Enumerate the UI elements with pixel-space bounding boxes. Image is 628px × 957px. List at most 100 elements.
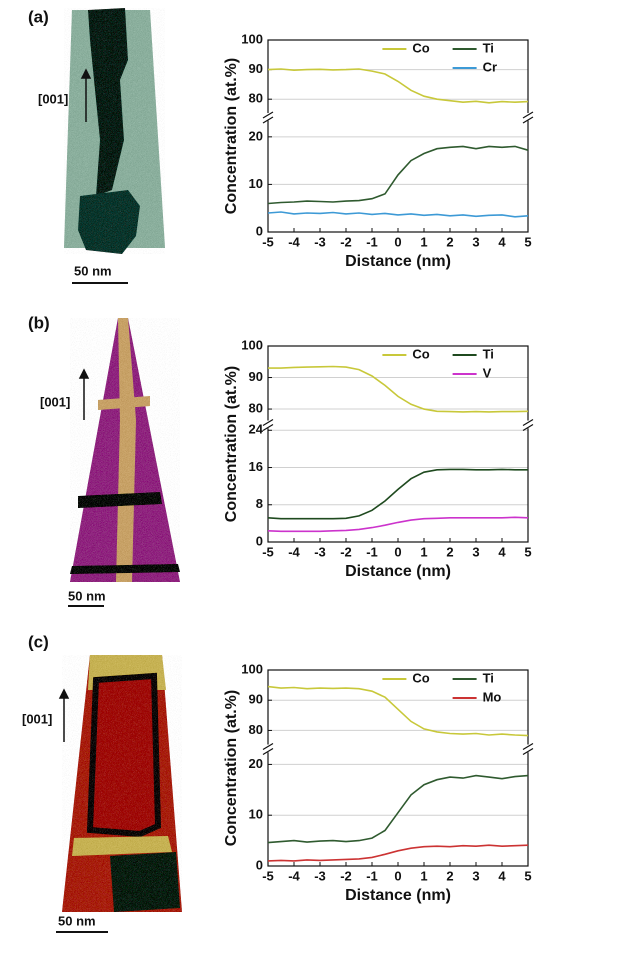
x-axis-title: Distance (nm) xyxy=(345,563,451,580)
reconstruction-a xyxy=(64,8,165,254)
x-tick-label: -5 xyxy=(262,544,274,559)
break-mark xyxy=(262,419,274,427)
legend-label: Co xyxy=(412,40,429,55)
break-mark xyxy=(262,424,274,432)
x-tick-label: 4 xyxy=(498,868,506,883)
legend-label: Cr xyxy=(483,59,497,74)
break-mark xyxy=(522,748,534,756)
series-line xyxy=(267,468,528,520)
x-tick-label: 4 xyxy=(498,544,506,559)
x-tick-label: -3 xyxy=(314,868,326,883)
x-tick-label: 0 xyxy=(394,544,401,559)
y-tick-label: 20 xyxy=(249,756,263,771)
axis-break xyxy=(525,744,531,753)
arrow xyxy=(72,68,128,284)
x-tick-label: -1 xyxy=(366,868,378,883)
x-tick-label: 4 xyxy=(498,234,506,249)
x-tick-label: 3 xyxy=(472,544,479,559)
x-tick-label: 1 xyxy=(420,868,427,883)
y-tick-label: 90 xyxy=(249,61,263,76)
y-tick-label: 10 xyxy=(249,176,263,191)
arrow xyxy=(68,368,104,607)
x-tick-label: -1 xyxy=(366,544,378,559)
y-tick-label: 90 xyxy=(249,369,263,384)
direction-label: [001] xyxy=(38,91,68,106)
y-tick-label: 8 xyxy=(256,496,263,511)
reconstruction-b xyxy=(70,318,180,582)
y-tick-label: 16 xyxy=(249,459,263,474)
series-line xyxy=(267,145,529,205)
y-axis-title: Concentration (at.%) xyxy=(223,690,240,846)
legend-label: Ti xyxy=(483,40,494,55)
x-tick-label: -2 xyxy=(340,868,352,883)
arrow xyxy=(56,688,108,933)
reconstruction-c xyxy=(62,655,182,912)
scale-label: 50 nm xyxy=(58,913,96,928)
panel-label: (a) xyxy=(28,7,49,26)
y-tick-label: 20 xyxy=(249,128,263,143)
x-tick-label: -4 xyxy=(288,234,300,249)
x-tick-label: -3 xyxy=(314,234,326,249)
legend-label: Ti xyxy=(483,670,494,685)
axis-break xyxy=(265,744,271,753)
y-tick-label: 100 xyxy=(241,31,263,46)
x-tick-label: 5 xyxy=(524,868,531,883)
y-tick-label: 100 xyxy=(241,661,263,676)
break-mark xyxy=(262,743,274,751)
legend-label: V xyxy=(483,365,492,380)
x-tick-label: 0 xyxy=(394,234,401,249)
axis-break xyxy=(525,420,531,429)
x-tick-label: 2 xyxy=(446,544,453,559)
x-tick-label: 1 xyxy=(420,234,427,249)
break-mark xyxy=(262,748,274,756)
break-mark xyxy=(522,743,534,751)
series-line xyxy=(267,211,529,218)
x-tick-label: -1 xyxy=(366,234,378,249)
y-tick-label: 80 xyxy=(249,400,263,415)
break-mark xyxy=(522,111,534,119)
y-tick-label: 80 xyxy=(249,722,263,737)
x-axis-title: Distance (nm) xyxy=(345,253,451,270)
direction-label: [001] xyxy=(40,394,70,409)
x-tick-label: 2 xyxy=(446,868,453,883)
y-tick-label: 10 xyxy=(249,807,263,822)
series-line xyxy=(267,68,529,104)
x-tick-label: 3 xyxy=(472,234,479,249)
break-mark xyxy=(262,116,274,124)
y-tick-label: 90 xyxy=(249,692,263,707)
panel-label: (b) xyxy=(28,313,50,332)
series-line xyxy=(267,774,529,844)
x-tick-label: -2 xyxy=(340,234,352,249)
break-mark xyxy=(522,424,534,432)
y-axis-title: Concentration (at.%) xyxy=(223,58,240,214)
axis-break xyxy=(265,113,271,121)
y-tick-label: 100 xyxy=(241,337,263,352)
x-tick-label: -5 xyxy=(262,234,274,249)
break-mark xyxy=(262,111,274,119)
x-tick-label: -4 xyxy=(288,544,300,559)
legend-label: Co xyxy=(412,346,429,361)
x-tick-label: -5 xyxy=(262,868,274,883)
legend-label: Ti xyxy=(483,346,494,361)
y-tick-label: 80 xyxy=(249,91,263,106)
legend-label: Mo xyxy=(483,689,502,704)
y-axis-title: Concentration (at.%) xyxy=(223,366,240,522)
x-tick-label: -4 xyxy=(288,868,300,883)
y-tick-label: 0 xyxy=(256,223,263,238)
x-tick-label: 2 xyxy=(446,234,453,249)
y-tick-label: 0 xyxy=(256,857,263,872)
series-line xyxy=(267,844,529,862)
x-tick-label: -3 xyxy=(314,544,326,559)
x-tick-label: 3 xyxy=(472,868,479,883)
x-axis-title: Distance (nm) xyxy=(345,887,451,904)
x-tick-label: 0 xyxy=(394,868,401,883)
x-tick-label: 5 xyxy=(524,544,531,559)
x-tick-label: 5 xyxy=(524,234,531,249)
direction-label: [001] xyxy=(22,711,52,726)
legend-label: Co xyxy=(412,670,429,685)
scale-label: 50 nm xyxy=(74,263,112,278)
series-line xyxy=(268,365,529,413)
break-mark xyxy=(522,116,534,124)
y-tick-label: 24 xyxy=(249,422,264,437)
